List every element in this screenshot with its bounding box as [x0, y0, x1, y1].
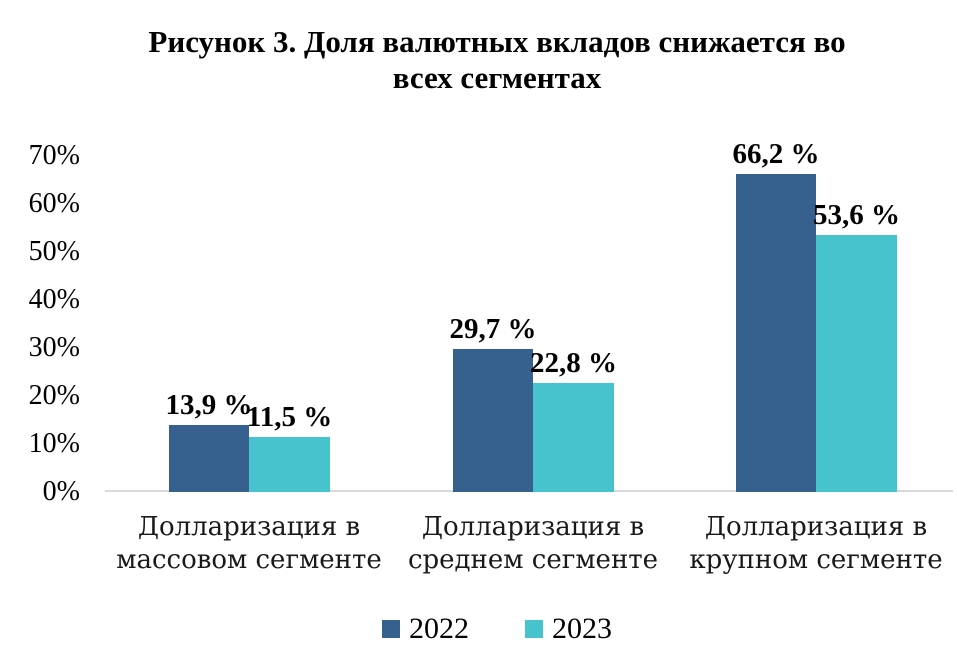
chart-title: Рисунок 3. Доля валютных вкладов снижает…	[37, 24, 957, 96]
bar-value-label-2023-category-2: 22,8 %	[530, 347, 617, 379]
bar-2022-category-1	[169, 425, 249, 492]
bar-value-label-2022-category-2: 29,7 %	[449, 313, 537, 345]
legend-swatch-2022	[382, 620, 400, 638]
bar-2022-category-3	[736, 174, 816, 492]
chart-title-line-2: всех сегментах	[392, 60, 602, 95]
category-label-3: Долларизация в крупном сегменте	[689, 512, 943, 575]
legend-label-2023: 2023	[552, 612, 612, 645]
y-axis-tick-label: 20%	[28, 380, 80, 411]
bar-value-label-2022-category-3: 66,2 %	[732, 138, 820, 170]
bar-2023-category-3	[816, 235, 897, 492]
y-axis-tick-label: 10%	[28, 428, 80, 459]
legend-label-2022: 2022	[409, 612, 469, 645]
legend-swatch-2023	[525, 620, 543, 638]
y-axis-tick-label: 40%	[28, 284, 80, 315]
bar-2023-category-1	[249, 437, 330, 492]
bar-2023-category-2	[533, 383, 614, 492]
legend-entry-2022: 2022	[382, 613, 469, 645]
y-axis-tick-label: 70%	[28, 140, 80, 171]
bar-value-label-2022-category-1: 13,9 %	[165, 389, 253, 421]
category-label-2: Долларизация в среднем сегменте	[407, 512, 659, 575]
y-axis-tick-label: 30%	[28, 332, 80, 363]
y-axis-tick-label: 50%	[28, 236, 80, 267]
y-axis-tick-label: 0%	[42, 476, 80, 507]
y-axis-tick-label: 60%	[28, 188, 80, 219]
chart-title-line-1: Рисунок 3. Доля валютных вкладов снижает…	[148, 24, 846, 59]
bar-value-label-2023-category-3: 53,6 %	[813, 199, 900, 231]
bar-2022-category-2	[453, 349, 533, 492]
category-label-1: Долларизация в массовом сегменте	[116, 512, 382, 575]
legend: 2022 2023	[37, 611, 957, 647]
legend-entry-2023: 2023	[525, 613, 612, 645]
bar-value-label-2023-category-1: 11,5 %	[246, 401, 333, 433]
